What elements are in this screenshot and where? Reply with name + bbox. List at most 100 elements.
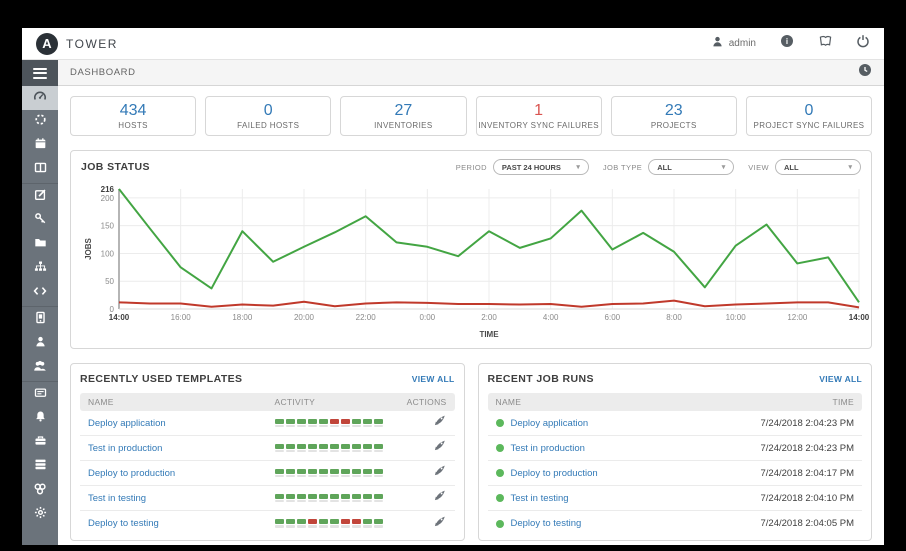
templates-view-all-link[interactable]: VIEW ALL: [411, 374, 455, 384]
activity-block-success: [318, 519, 328, 528]
job-run-row: Deploy to production 7/24/2018 2:04:17 P…: [487, 461, 862, 486]
filter-select[interactable]: ALL ▾: [775, 159, 861, 175]
pencil-square-icon: [34, 188, 47, 206]
svg-text:i: i: [786, 37, 788, 46]
docs-button[interactable]: [818, 34, 832, 53]
sidebar-item-users[interactable]: [22, 332, 58, 356]
job-run-link[interactable]: Deploy to testing: [510, 518, 582, 529]
job-runs-table-header: NAME TIME: [487, 393, 862, 411]
user-menu[interactable]: admin: [711, 35, 756, 53]
template-row: Test in production: [80, 436, 455, 461]
filter-select[interactable]: PAST 24 HOURS ▾: [492, 159, 589, 175]
activity-block-success: [340, 443, 350, 453]
activity-block-success: [274, 519, 284, 528]
filter-view: VIEW ALL ▾: [748, 159, 861, 175]
activity-block-success: [307, 468, 317, 478]
about-button[interactable]: i: [780, 34, 794, 53]
topbar-actions: admin i: [711, 34, 870, 53]
rocket-icon[interactable]: [434, 439, 447, 457]
svg-text:150: 150: [101, 222, 115, 231]
sidebar-item-jobs[interactable]: [22, 110, 58, 134]
sidebar-item-dashboard[interactable]: [22, 86, 58, 110]
job-run-link[interactable]: Test in testing: [510, 492, 569, 504]
activity-block-success: [362, 468, 372, 478]
sidebar-item-settings[interactable]: [22, 503, 58, 527]
template-link[interactable]: Test in testing: [88, 492, 147, 504]
chevron-down-icon: ▾: [576, 164, 580, 171]
template-link[interactable]: Deploy application: [88, 417, 166, 429]
job-runs-panel-title: RECENT JOB RUNS: [487, 373, 594, 385]
job-run-time: 7/24/2018 2:04:23 PM: [760, 442, 855, 454]
sidebar-item-applications[interactable]: [22, 479, 58, 503]
job-run-time: 7/24/2018 2:04:10 PM: [760, 492, 855, 504]
sidebar-item-teams[interactable]: [22, 356, 58, 380]
job-run-link[interactable]: Test in production: [510, 442, 585, 454]
chevron-down-icon: ▾: [848, 164, 852, 171]
sidebar-item-projects[interactable]: [22, 233, 58, 257]
template-link[interactable]: Deploy to production: [88, 467, 176, 479]
breadcrumb[interactable]: DASHBOARD: [70, 67, 136, 78]
stat-value: 0: [804, 102, 814, 119]
rocket-icon[interactable]: [434, 489, 447, 507]
job-runs-view-all-link[interactable]: VIEW ALL: [819, 374, 862, 384]
sidebar-item-notifications[interactable]: [22, 407, 58, 431]
sidebar-item-management-jobs[interactable]: [22, 431, 58, 455]
sidebar-item-inventories[interactable]: [22, 257, 58, 281]
circles-icon: [33, 482, 47, 501]
stat-card-inventories[interactable]: 27 INVENTORIES: [340, 96, 467, 136]
rocket-icon[interactable]: [434, 464, 447, 482]
activity-block-success: [373, 519, 383, 528]
sidebar-item-organizations[interactable]: [22, 308, 58, 332]
stat-card-failed-hosts[interactable]: 0 FAILED HOSTS: [205, 96, 332, 136]
stat-card-inventory-sync-failures[interactable]: 1 INVENTORY SYNC FAILURES: [475, 96, 602, 136]
sidebar-item-portal-mode[interactable]: [22, 158, 58, 182]
activity-block-success: [340, 468, 350, 478]
stat-card-hosts[interactable]: 434 HOSTS: [70, 96, 197, 136]
svg-text:14:00: 14:00: [849, 313, 870, 322]
job-run-link[interactable]: Deploy application: [510, 417, 589, 429]
svg-text:200: 200: [101, 194, 115, 203]
gear-icon: [34, 506, 47, 524]
columns-icon: [34, 161, 47, 179]
col-header-activity: ACTIVITY: [274, 397, 316, 407]
template-row: Deploy to production: [80, 461, 455, 486]
job-status-chart: 0 50 100 150 200 216 14:00 16:00 18:00 20:00 22:00…: [81, 179, 870, 346]
template-link[interactable]: Deploy to testing: [88, 518, 159, 529]
status-success-dot: [495, 519, 504, 528]
activity-block-success: [307, 443, 317, 453]
stat-value: 434: [119, 102, 147, 119]
job-run-link[interactable]: Deploy to production: [510, 467, 598, 479]
svg-text:16:00: 16:00: [171, 313, 192, 322]
activity-stream-icon[interactable]: [858, 63, 872, 82]
sidebar-item-instance-groups[interactable]: [22, 455, 58, 479]
sidebar-item-inventory-scripts[interactable]: [22, 281, 58, 305]
user-icon: [711, 35, 724, 53]
filter-select[interactable]: ALL ▾: [648, 159, 735, 175]
sidebar-item-credential-types[interactable]: [22, 383, 58, 407]
activity-block-success: [274, 493, 284, 503]
activity-block-success: [329, 519, 339, 528]
logout-button[interactable]: [856, 34, 870, 53]
sidebar-divider: [22, 306, 58, 307]
job-runs-table-body: Deploy application 7/24/2018 2:04:23 PM …: [487, 411, 862, 536]
menu-toggle-button[interactable]: [22, 60, 58, 86]
rocket-icon[interactable]: [434, 515, 447, 533]
activity-block-success: [296, 468, 306, 478]
sidebar-item-schedules[interactable]: [22, 134, 58, 158]
stat-card-projects[interactable]: 23 PROJECTS: [610, 96, 737, 136]
rocket-icon[interactable]: [434, 414, 447, 432]
stat-label: INVENTORY SYNC FAILURES: [478, 121, 599, 130]
sidebar-item-credentials[interactable]: [22, 209, 58, 233]
stat-label: HOSTS: [118, 121, 148, 130]
stat-card-project-sync-failures[interactable]: 0 PROJECT SYNC FAILURES: [745, 96, 873, 136]
calendar-icon: [34, 137, 47, 155]
job-run-time: 7/24/2018 2:04:23 PM: [760, 417, 855, 429]
activity-block-success: [373, 443, 383, 453]
bell-icon: [34, 410, 47, 428]
template-link[interactable]: Test in production: [88, 442, 163, 454]
sidebar-item-templates[interactable]: [22, 185, 58, 209]
spinner-icon: [34, 113, 47, 131]
chevron-down-icon: ▾: [721, 164, 726, 171]
filter-value: PAST 24 HOURS: [501, 162, 561, 172]
col-header-name: NAME: [88, 397, 114, 407]
